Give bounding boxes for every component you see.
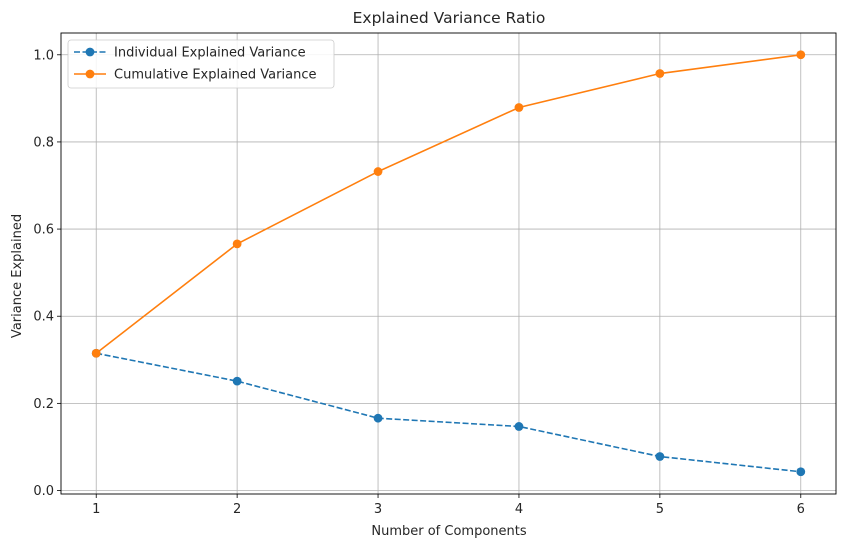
- data-point-series-1: [373, 413, 383, 423]
- x-axis-ticks: 1 2 3 4 5 6: [92, 494, 805, 517]
- data-point-series-2: [514, 103, 524, 112]
- series-points: [91, 50, 806, 477]
- x-tick-label: 5: [656, 502, 664, 517]
- data-point-series-2: [91, 348, 101, 358]
- x-axis-label: Number of Components: [371, 524, 526, 539]
- x-tick-label: 1: [92, 502, 100, 517]
- y-axis-label: Variance Explained: [10, 214, 25, 338]
- x-tick-label: 2: [233, 502, 241, 517]
- x-tick-label: 3: [374, 502, 382, 517]
- legend: Individual Explained Variance Cumulative …: [67, 39, 335, 89]
- data-point-series-2: [796, 50, 806, 60]
- data-point-series-2: [655, 69, 665, 78]
- x-tick-label: 6: [797, 502, 805, 517]
- y-tick-label: 0.2: [33, 397, 54, 412]
- data-point-series-2: [232, 239, 242, 249]
- y-tick-label: 0.4: [33, 310, 54, 325]
- y-tick-label: 0.6: [33, 223, 54, 238]
- legend-label-1: Individual Explained Variance: [114, 46, 306, 61]
- y-axis-ticks: 0.0 0.2 0.4 0.6 0.8 1.0: [33, 48, 61, 499]
- legend-marker-2: [85, 69, 95, 79]
- chart-title: Explained Variance Ratio: [353, 9, 546, 27]
- y-tick-label: 0.8: [33, 135, 54, 150]
- data-point-series-1: [796, 467, 806, 477]
- data-point-series-1: [514, 422, 524, 431]
- y-tick-label: 1.0: [33, 48, 54, 63]
- data-point-series-1: [655, 452, 665, 461]
- grid: [61, 33, 836, 494]
- x-tick-label: 4: [515, 502, 523, 517]
- series-lines: [95, 53, 801, 473]
- legend-label-2: Cumulative Explained Variance: [114, 68, 316, 83]
- series-line-2: [95, 53, 801, 354]
- y-tick-label: 0.0: [33, 484, 54, 499]
- legend-marker-1: [85, 47, 95, 57]
- legend-box: [67, 39, 335, 89]
- series-line-1: [96, 352, 801, 473]
- plot-frame: [60, 32, 837, 495]
- data-point-series-1: [232, 376, 242, 386]
- data-point-series-2: [373, 167, 383, 176]
